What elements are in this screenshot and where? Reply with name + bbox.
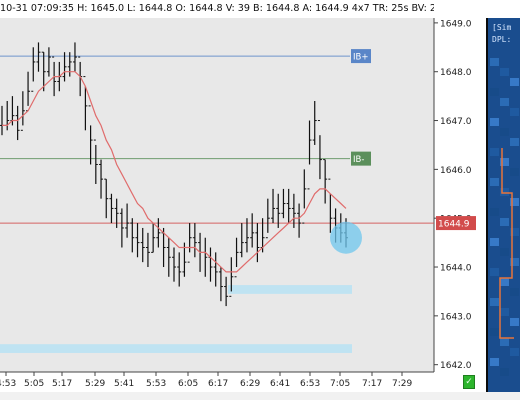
y-tick-label: 1646.0 (440, 166, 472, 176)
ladder-cell (510, 138, 519, 146)
right-panel-line2: DPL: (492, 35, 512, 44)
ladder-cell (510, 198, 519, 206)
support-zone (0, 344, 352, 353)
bottom-strip (0, 392, 520, 400)
right-panel (486, 18, 520, 392)
ladder-cell (510, 258, 519, 266)
ladder-trace (499, 148, 514, 339)
ladder-cell (500, 248, 509, 256)
ladder-cell (500, 188, 509, 196)
x-tick-label: 6:53 (300, 379, 320, 389)
ladder-cell (510, 108, 519, 116)
ladder-cell (490, 58, 499, 66)
ladder-cell (500, 368, 509, 376)
moving-average-line (2, 71, 347, 273)
y-tick-label: 1648.0 (440, 68, 472, 78)
x-tick-label: 5:29 (85, 379, 105, 389)
current-price-text: 1644.9 (438, 220, 470, 230)
y-tick-label: 1649.0 (440, 19, 472, 29)
level-badge-ib_low[interactable] (351, 151, 371, 166)
ladder-cell (500, 68, 509, 76)
level-badge-ib_high[interactable] (351, 49, 371, 64)
ladder-cell (490, 358, 499, 366)
x-tick-label: 7:29 (392, 379, 412, 389)
ladder-cell (500, 98, 509, 106)
x-tick-label: 5:41 (114, 379, 134, 389)
right-panel-line1: [Sim (492, 23, 512, 32)
x-tick-label: 5:05 (24, 379, 44, 389)
x-tick-label: 5:17 (52, 379, 72, 389)
y-tick-label: 1647.0 (440, 117, 472, 127)
x-tick-label: 4:53 (0, 379, 16, 389)
ladder-cell (490, 178, 499, 186)
ladder-cell (490, 208, 499, 216)
x-tick-label: 6:41 (270, 379, 290, 389)
ladder-cell (510, 228, 519, 236)
ladder-cell (500, 278, 509, 286)
ladder-cell (510, 168, 519, 176)
ladder-cell (510, 288, 519, 296)
highlight-marker (330, 221, 362, 254)
ladder-cell (490, 268, 499, 276)
y-tick-label: 1642.0 (440, 361, 472, 371)
x-tick-label: 6:29 (240, 379, 260, 389)
ladder-cell (510, 78, 519, 86)
dom-ladder-graphic (490, 58, 519, 376)
ladder-cell (500, 158, 509, 166)
ladder-cell (500, 308, 509, 316)
ladder-cell (500, 128, 509, 136)
ladder-cell (490, 118, 499, 126)
current-price-tag (436, 216, 476, 231)
ladder-cell (510, 348, 519, 356)
x-tick-label: 6:05 (178, 379, 198, 389)
status-toggle[interactable]: ✓ (463, 375, 475, 389)
x-tick-label: 6:17 (208, 379, 228, 389)
ladder-cell (490, 148, 499, 156)
ladder-cell (490, 298, 499, 306)
ladder-cell (500, 218, 509, 226)
x-tick-label: 7:05 (330, 379, 350, 389)
ladder-cell (510, 318, 519, 326)
support-zone (228, 285, 352, 294)
level-badge-label: IB+ (353, 53, 368, 63)
y-tick-label: 1644.0 (440, 264, 472, 274)
ladder-cell (500, 338, 509, 346)
ladder-cell (490, 88, 499, 96)
ladder-cell (490, 328, 499, 336)
chart-window: 1642.01643.01644.01645.01646.01647.01648… (0, 18, 478, 392)
x-tick-label: 5:53 (146, 379, 166, 389)
right-panel-title: [Sim DPL: (492, 22, 520, 54)
price-axis-bg (434, 18, 478, 392)
plot-area (0, 18, 434, 372)
x-tick-label: 7:17 (362, 379, 382, 389)
status-line: 10-31 07:09:35 H: 1645.0 L: 1644.8 O: 16… (0, 3, 434, 14)
ladder-cell (490, 238, 499, 246)
level-badge-label: IB- (353, 155, 364, 165)
price-chart[interactable]: 1642.01643.01644.01645.01646.01647.01648… (0, 18, 478, 392)
y-tick-label: 1643.0 (440, 312, 472, 322)
